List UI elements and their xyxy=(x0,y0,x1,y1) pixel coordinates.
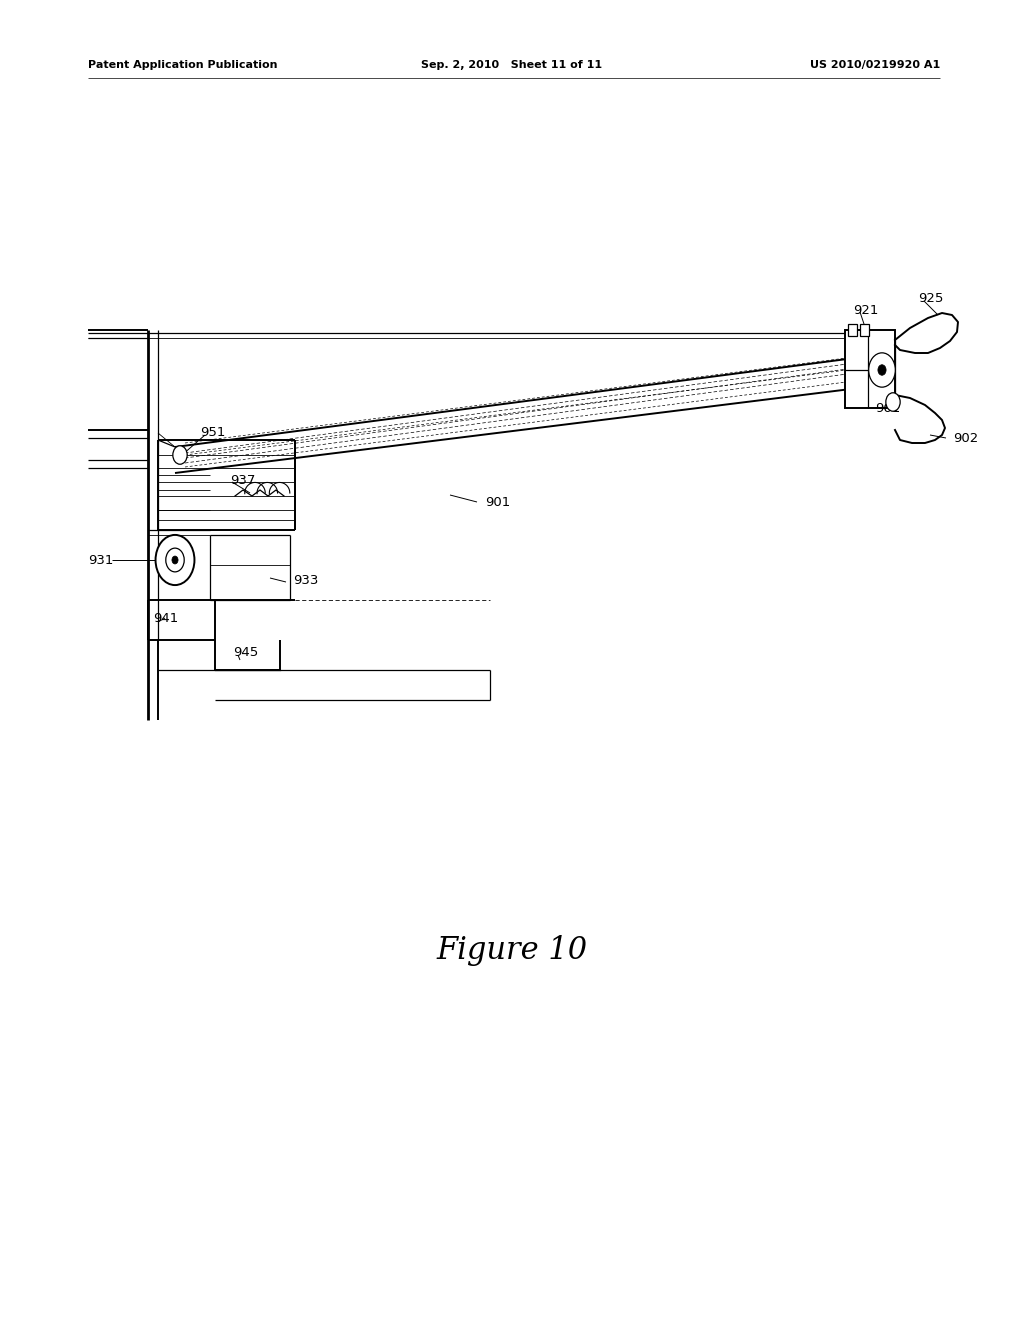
Text: 902: 902 xyxy=(953,432,978,445)
Text: Figure 10: Figure 10 xyxy=(436,935,588,965)
Text: 925: 925 xyxy=(918,292,943,305)
Circle shape xyxy=(886,393,900,412)
Text: 933: 933 xyxy=(293,573,318,586)
Text: 931: 931 xyxy=(88,553,114,566)
Text: Patent Application Publication: Patent Application Publication xyxy=(88,59,278,70)
Text: 945: 945 xyxy=(233,645,258,659)
Bar xyxy=(848,323,857,337)
Circle shape xyxy=(172,556,178,564)
Circle shape xyxy=(173,446,187,465)
Text: Sep. 2, 2010   Sheet 11 of 11: Sep. 2, 2010 Sheet 11 of 11 xyxy=(422,59,602,70)
Text: 937: 937 xyxy=(230,474,255,487)
Circle shape xyxy=(868,352,895,387)
Text: US 2010/0219920 A1: US 2010/0219920 A1 xyxy=(810,59,940,70)
Text: 951: 951 xyxy=(200,425,225,438)
Bar xyxy=(860,323,869,337)
Bar xyxy=(845,330,895,408)
Text: 961: 961 xyxy=(874,401,900,414)
Circle shape xyxy=(166,548,184,572)
Text: 941: 941 xyxy=(153,611,178,624)
Circle shape xyxy=(878,364,886,375)
Circle shape xyxy=(156,535,195,585)
Text: 921: 921 xyxy=(853,304,879,317)
Text: 901: 901 xyxy=(485,495,510,508)
